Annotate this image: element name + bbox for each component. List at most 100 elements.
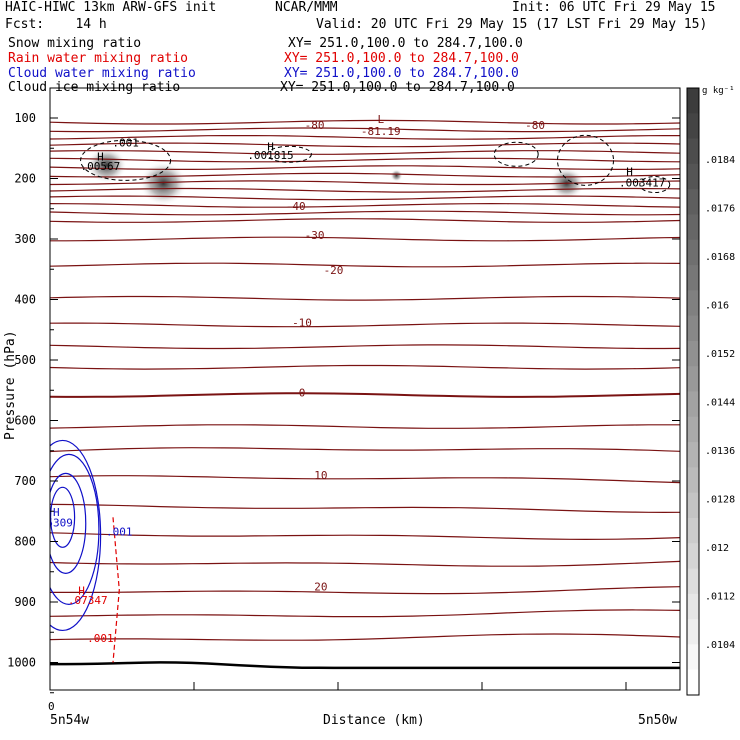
rain-label: .001 (87, 632, 114, 645)
colorbar-label: .0168 (705, 252, 735, 263)
cloud-ice-label: H (267, 141, 274, 154)
x-axis-label: Distance (km) (323, 713, 425, 728)
cloud-ice-label: H (626, 165, 633, 178)
field-name-rain: Rain water mixing ratio (8, 51, 189, 66)
y-axis-label: Pressure (hPa) (3, 330, 18, 440)
colorbar-swatch (687, 113, 699, 140)
organization-label: NCAR/MMM (275, 0, 338, 15)
isotherm-line (50, 236, 680, 242)
rain-label: H (78, 585, 85, 598)
isotherm-label: -10 (292, 317, 312, 330)
rain-contour (112, 517, 120, 663)
y-tick-label: 100 (14, 111, 36, 125)
colorbar-swatch (687, 568, 699, 595)
forecast-hour: Fcst: 14 h (5, 17, 107, 32)
isotherm-line (50, 364, 680, 370)
isotherm-line (50, 195, 680, 201)
cloud-water-label: .5309 (40, 516, 73, 529)
isotherm-line (50, 503, 680, 514)
snow-shading (390, 169, 403, 182)
colorbar: .0184 .0176 .0168 .016 .0152 .0144 .0136 .0128.… (686, 87, 735, 696)
isotherm-line (50, 172, 680, 178)
field-xy-snow: XY= 251.0,100.0 to 284.7,100.0 (288, 36, 523, 51)
rain-label: .07347 (68, 594, 108, 607)
isotherm-label: -80 (305, 119, 325, 132)
colorbar-swatch (687, 366, 699, 392)
isotherm-line (50, 475, 680, 484)
colorbar-swatch (687, 290, 699, 317)
isotherm-line (50, 218, 680, 223)
isotherm-label: -81.19 (361, 125, 401, 138)
cloud-ice-label: H (97, 150, 104, 163)
colorbar-label: .0128 (705, 495, 735, 506)
isotherm-line (50, 127, 680, 133)
y-tick-label: 500 (14, 353, 36, 367)
cloud-ice-contour (266, 145, 312, 163)
colorbar-swatch (687, 214, 699, 241)
cloud-ice-contour (80, 139, 172, 181)
isotherm-label: -30 (305, 229, 325, 242)
isotherm-label: 10 (314, 469, 327, 482)
colorbar-label: .0144 (705, 398, 735, 409)
x-start-label: 5n54w (50, 713, 89, 728)
isotherm-line (50, 187, 680, 193)
isotherm-line (50, 447, 680, 453)
isotherm-line (50, 157, 680, 163)
snow-shading (86, 147, 127, 184)
colorbar-swatch (687, 391, 699, 418)
isotherm-line (50, 262, 680, 268)
cloud-water-contour (50, 486, 76, 548)
cloud-ice-label: .003417 (619, 176, 665, 189)
colorbar-swatch (687, 593, 699, 620)
cloud-ice-label: .001 (112, 136, 139, 149)
isotherm-line (50, 142, 680, 148)
cloud-ice-label: .001815 (247, 149, 293, 162)
isotherm-line (50, 322, 680, 328)
colorbar-swatch (687, 416, 699, 443)
isotherm-label: 20 (314, 581, 327, 594)
isotherm-label: 0 (299, 386, 306, 399)
colorbar-swatch (687, 517, 699, 544)
isotherm-line (50, 210, 680, 216)
field-xy-rain: XY= 251.0,100.0 to 284.7,100.0 (284, 51, 519, 66)
y-tick-label: 400 (14, 293, 36, 307)
plot-frame (49, 87, 681, 691)
field-name-cloud-water: Cloud water mixing ratio (8, 66, 196, 81)
isotherm-line (50, 633, 680, 641)
field-xy-cloud-water: XY= 251.0,100.0 to 284.7,100.0 (284, 66, 519, 81)
isotherm-line (50, 392, 680, 398)
colorbar-swatch (687, 239, 699, 266)
colorbar-swatch (687, 669, 699, 696)
isotherm-line (50, 295, 680, 301)
y-tick-label: 1000 (7, 656, 36, 670)
y-tick-label: 700 (14, 474, 36, 488)
y-tick-label: 600 (14, 414, 36, 428)
y-tick-label: 800 (14, 535, 36, 549)
isotherm-line (50, 424, 680, 429)
colorbar-label: .0112 (705, 592, 735, 603)
cloud-ice-contour (557, 134, 614, 186)
colorbar-label: .012 (705, 543, 729, 554)
y-tick-label: 900 (14, 595, 36, 609)
isotherm-line (50, 344, 680, 350)
cloud-ice-label: .00567 (81, 160, 121, 173)
isotherm-label: -80 (525, 119, 545, 132)
field-name-snow: Snow mixing ratio (8, 36, 142, 51)
y-tick-label: 300 (14, 232, 36, 246)
chart-title: HAIC-HIWC 13km ARW-GFS init (5, 0, 217, 15)
colorbar-label: .016 (705, 301, 729, 312)
colorbar-swatch (687, 88, 699, 114)
colorbar-frame (686, 87, 700, 696)
isotherm-label: L (377, 113, 384, 126)
cloud-water-label: .001 (106, 525, 133, 538)
colorbar-swatch (687, 265, 699, 291)
colorbar-unit: g kg⁻¹ (702, 86, 735, 96)
colorbar-label: .0136 (705, 446, 735, 457)
colorbar-swatch (687, 543, 699, 570)
cloud-ice-contour (639, 176, 671, 194)
colorbar-label: .0152 (705, 349, 735, 360)
cloud-water-label: H (53, 506, 60, 519)
colorbar-label: .0184 (705, 155, 735, 166)
isotherm-line (50, 609, 680, 618)
